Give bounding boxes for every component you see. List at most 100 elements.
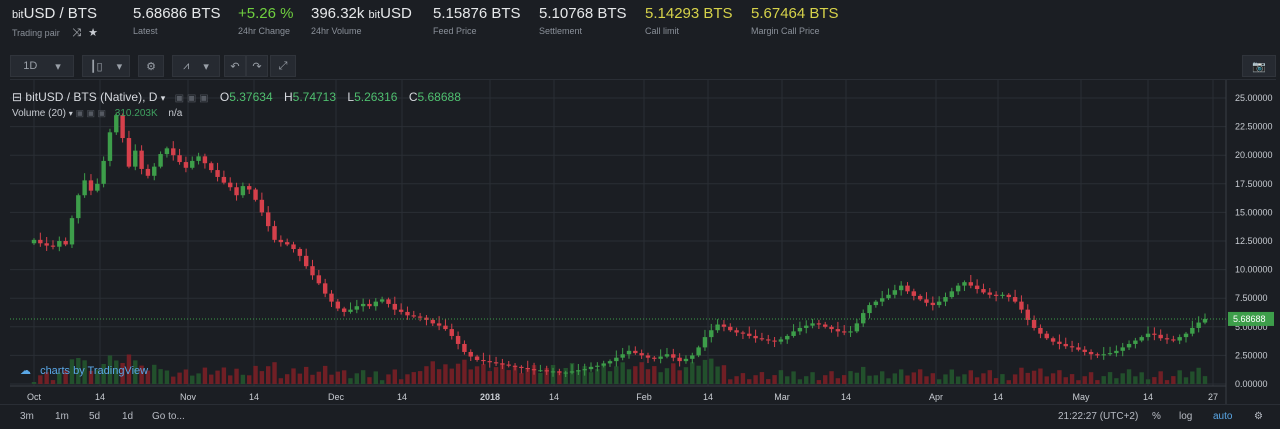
candle-body bbox=[240, 186, 246, 196]
volume-bar bbox=[1171, 376, 1176, 384]
fullscreen-button[interactable]: ⤢ bbox=[270, 55, 296, 77]
goto-button[interactable]: Go to... bbox=[152, 411, 185, 422]
percent-button[interactable]: % bbox=[1152, 411, 1161, 422]
candle-body bbox=[860, 313, 866, 324]
x-tick-label: Nov bbox=[180, 392, 197, 402]
candle-body bbox=[911, 291, 917, 296]
volume-bar bbox=[696, 365, 701, 384]
candle-body bbox=[753, 335, 758, 339]
candle-body bbox=[917, 295, 923, 300]
settings-button[interactable]: ⚙ bbox=[138, 55, 164, 77]
volume-bar bbox=[671, 363, 676, 384]
candle-body bbox=[291, 244, 296, 250]
candle-body bbox=[1063, 343, 1068, 347]
volume-bar bbox=[354, 373, 360, 384]
snapshot-button[interactable]: 📷 bbox=[1242, 55, 1276, 77]
volume-bar bbox=[1057, 370, 1062, 384]
candle-body bbox=[164, 148, 170, 155]
candle-body bbox=[1038, 327, 1043, 334]
auto-button[interactable]: auto bbox=[1213, 411, 1233, 422]
candle-body bbox=[677, 357, 682, 362]
candle-body bbox=[493, 362, 499, 364]
swap-icon[interactable]: ⤨ bbox=[72, 27, 82, 39]
latest-label: Latest bbox=[133, 26, 158, 36]
volume-bar bbox=[379, 380, 385, 384]
volume-bar bbox=[804, 376, 809, 384]
candle-body bbox=[139, 150, 144, 169]
volume-bar bbox=[1158, 371, 1163, 384]
candle-style-button[interactable]: ┃▯ ▾ bbox=[82, 55, 130, 77]
candle-body bbox=[683, 358, 689, 362]
y-tick-label: 25.00000 bbox=[1235, 93, 1273, 103]
range-1d-button[interactable]: 1d bbox=[122, 411, 134, 422]
trading-pair-value[interactable]: bitUSD / BTS bbox=[12, 5, 97, 22]
interval-select[interactable]: 1D ▾ bbox=[10, 55, 74, 77]
candle-body bbox=[652, 357, 657, 359]
undo-button[interactable]: ↶ bbox=[224, 55, 246, 77]
candle-body bbox=[740, 332, 746, 334]
x-tick-label: 14 bbox=[703, 392, 713, 402]
redo-button[interactable]: ↷ bbox=[246, 55, 268, 77]
candle-body bbox=[1000, 294, 1005, 296]
y-tick-label: 5.00000 bbox=[1235, 322, 1268, 332]
candle-body bbox=[462, 343, 467, 352]
volume-bar bbox=[626, 369, 632, 384]
candle-body bbox=[424, 317, 429, 320]
open-value: 5.37634 bbox=[229, 90, 273, 104]
y-tick-label: 15.00000 bbox=[1235, 207, 1273, 217]
chevron-down-icon[interactable]: ▾ bbox=[160, 93, 166, 103]
volume-bar bbox=[1088, 372, 1094, 384]
candle-body bbox=[582, 369, 587, 371]
volume-bar bbox=[1164, 380, 1170, 384]
volume-bar bbox=[297, 373, 303, 384]
volume-bar bbox=[50, 380, 56, 384]
candle-body bbox=[816, 323, 822, 325]
candle-body bbox=[405, 311, 410, 316]
candle-body bbox=[886, 294, 891, 299]
series-controls[interactable]: ▣ ▣ ▣ bbox=[174, 93, 209, 104]
candlestick-icon: ┃▯ bbox=[89, 60, 103, 73]
x-tick-label: 14 bbox=[249, 392, 259, 402]
collapse-icon[interactable]: ⊟ bbox=[12, 90, 23, 104]
chevron-down-icon: ▾ bbox=[116, 60, 123, 73]
volume-bar bbox=[1152, 377, 1157, 384]
volume-bar bbox=[1000, 374, 1005, 384]
indicators-button[interactable]: ⩘ ▾ bbox=[172, 55, 220, 77]
candle-body bbox=[633, 350, 638, 354]
chevron-down-icon[interactable]: ▾ bbox=[68, 109, 73, 118]
candle-body bbox=[905, 285, 910, 292]
volume-bar bbox=[1012, 374, 1018, 384]
range-5d-button[interactable]: 5d bbox=[89, 411, 101, 422]
volume-bar bbox=[753, 375, 758, 384]
price-chart[interactable]: 25.00000 22.50000 20.00000 17.50000 15.00000… bbox=[0, 80, 1280, 428]
candle-body bbox=[614, 357, 619, 362]
candle-body bbox=[190, 160, 195, 168]
candle-body bbox=[569, 371, 575, 373]
candle-body bbox=[791, 331, 796, 336]
candle-body bbox=[804, 325, 809, 328]
clock-text: 21:22:27 (UTC+2) bbox=[1058, 411, 1139, 422]
candle-body bbox=[1126, 343, 1132, 348]
tradingview-logo[interactable]: ☁ charts by TradingView bbox=[20, 364, 148, 377]
candle-body bbox=[810, 323, 815, 326]
candle-body bbox=[120, 115, 125, 139]
star-icon[interactable]: ★ bbox=[88, 27, 98, 39]
volume-controls[interactable]: ▣ ▣ ▣ bbox=[75, 108, 107, 118]
y-tick-label: 17.50000 bbox=[1235, 179, 1273, 189]
volume-bar bbox=[126, 354, 132, 384]
candle-body bbox=[607, 361, 613, 364]
candle-body bbox=[1114, 350, 1119, 354]
volume-bar bbox=[728, 379, 733, 384]
candle-body bbox=[500, 363, 505, 365]
volume-bar bbox=[398, 379, 404, 384]
range-1m-button[interactable]: 1m bbox=[55, 411, 69, 422]
volume-bar bbox=[588, 372, 594, 384]
volume-bar bbox=[576, 370, 581, 384]
volume-bar bbox=[835, 378, 841, 384]
x-tick-label: Feb bbox=[636, 392, 652, 402]
candle-body bbox=[981, 289, 986, 293]
log-button[interactable]: log bbox=[1179, 411, 1193, 422]
gear-icon[interactable]: ⚙ bbox=[1254, 411, 1263, 422]
range-3m-button[interactable]: 3m bbox=[20, 411, 34, 422]
volume-bar bbox=[196, 373, 201, 384]
